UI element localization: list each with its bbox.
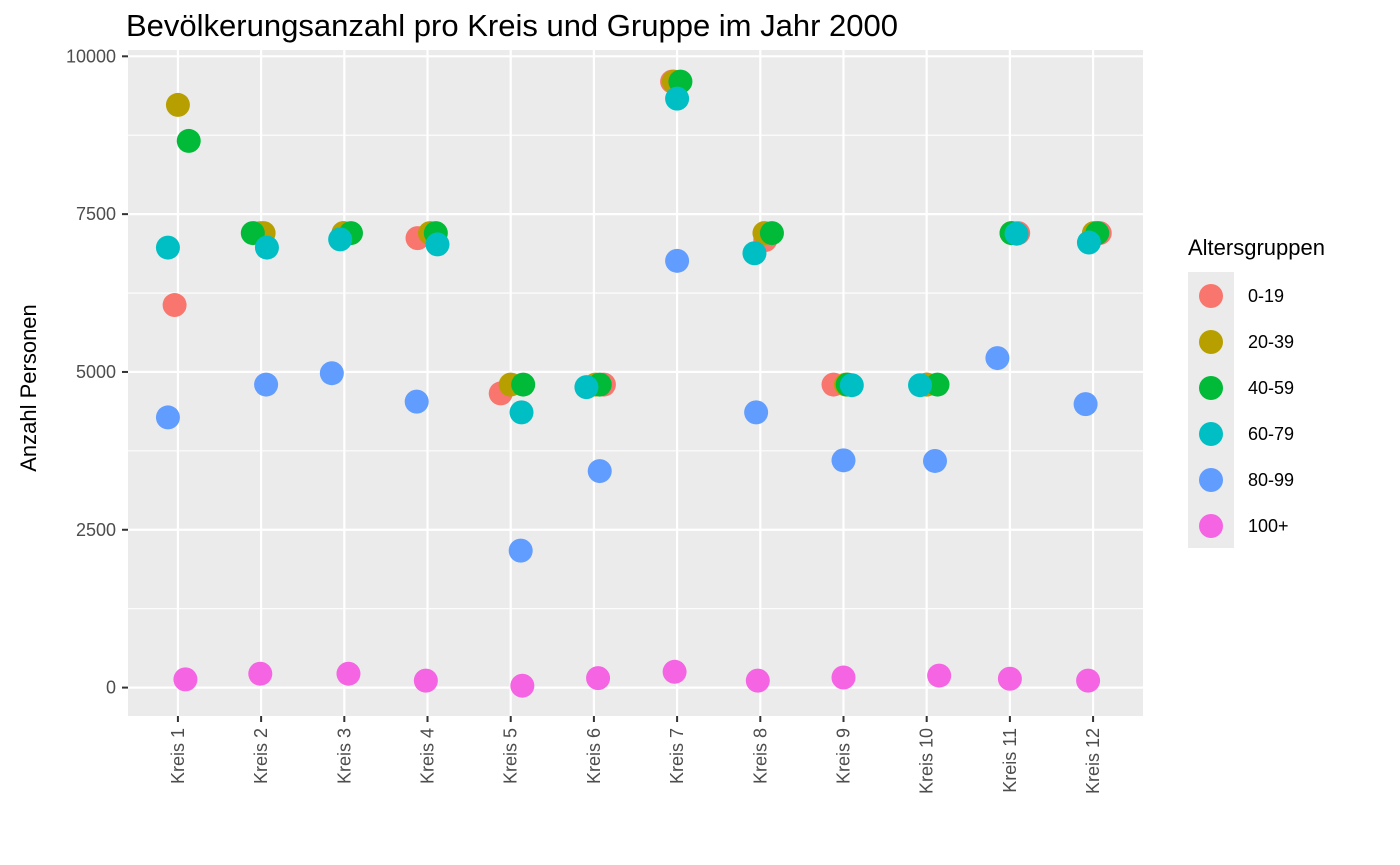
data-point-60-79-kreis-9 <box>839 373 864 398</box>
x-tick-label: Kreis 12 <box>1083 728 1103 794</box>
data-point-60-79-kreis-1 <box>155 235 180 260</box>
legend-label-40-59: 40-59 <box>1248 378 1294 398</box>
data-point-100+-kreis-5 <box>510 673 535 698</box>
x-axis: Kreis 1 Kreis 2 Kreis 3 Kreis 4 Kreis 5 Kreis… <box>168 716 1103 794</box>
legend-title: Altersgruppen <box>1188 235 1325 260</box>
x-tick-label: Kreis 11 <box>1000 728 1020 793</box>
data-point-80-99-kreis-6 <box>587 459 612 484</box>
data-point-20-39-kreis-1 <box>165 92 190 117</box>
data-point-80-99-kreis-5 <box>508 538 533 563</box>
legend-key-0-19 <box>1199 284 1223 308</box>
data-point-60-79-kreis-10 <box>908 373 933 398</box>
chart-title: Bevölkerungsanzahl pro Kreis und Gruppe … <box>126 8 899 43</box>
data-point-100+-kreis-2 <box>248 661 273 686</box>
legend-key-40-59 <box>1199 376 1223 400</box>
x-tick-label: Kreis 10 <box>917 728 937 794</box>
x-tick-label: Kreis 2 <box>251 728 271 784</box>
legend-label-0-19: 0-19 <box>1248 286 1284 306</box>
plot-panel <box>128 50 1143 716</box>
legend-label-80-99: 80-99 <box>1248 470 1294 490</box>
data-point-100+-kreis-11 <box>997 666 1022 691</box>
data-point-80-99-kreis-4 <box>404 389 429 414</box>
y-axis-title: Anzahl Personen <box>16 304 41 472</box>
data-point-60-79-kreis-5 <box>509 400 534 425</box>
x-tick-label: Kreis 1 <box>168 728 188 784</box>
data-point-100+-kreis-12 <box>1076 668 1101 693</box>
x-tick-label: Kreis 9 <box>833 728 853 784</box>
y-axis: 0 2500 5000 7500 10000 <box>66 46 128 698</box>
legend-label-60-79: 60-79 <box>1248 424 1294 444</box>
data-point-100+-kreis-9 <box>831 665 856 690</box>
data-point-80-99-kreis-11 <box>985 346 1010 371</box>
data-point-60-79-kreis-8 <box>742 241 767 266</box>
data-point-80-99-kreis-2 <box>254 372 279 397</box>
legend-key-80-99 <box>1199 468 1223 492</box>
data-point-100+-kreis-4 <box>413 668 438 693</box>
y-tick-label: 0 <box>106 678 116 698</box>
x-tick-label: Kreis 7 <box>667 728 687 784</box>
legend: Altersgruppen 0-19 20-39 40-59 60-79 80-99 10… <box>1188 235 1325 548</box>
data-point-100+-kreis-7 <box>662 659 687 684</box>
data-points <box>155 69 1112 698</box>
legend-label-100+: 100+ <box>1248 516 1289 536</box>
data-point-60-79-kreis-4 <box>425 232 450 257</box>
data-point-40-59-kreis-8 <box>759 221 784 246</box>
data-point-60-79-kreis-6 <box>574 375 599 400</box>
x-tick-label: Kreis 4 <box>418 728 438 784</box>
data-point-80-99-kreis-7 <box>665 248 690 273</box>
data-point-80-99-kreis-10 <box>923 448 948 473</box>
legend-label-20-39: 20-39 <box>1248 332 1294 352</box>
data-point-80-99-kreis-9 <box>831 448 856 473</box>
data-point-100+-kreis-8 <box>745 668 770 693</box>
legend-key-100+ <box>1199 514 1223 538</box>
legend-key-20-39 <box>1199 330 1223 354</box>
data-point-100+-kreis-3 <box>336 661 361 686</box>
y-tick-label: 7500 <box>76 204 116 224</box>
x-tick-label: Kreis 5 <box>501 728 521 784</box>
x-tick-label: Kreis 8 <box>750 728 770 784</box>
data-point-80-99-kreis-8 <box>744 400 769 425</box>
data-point-40-59-kreis-5 <box>511 372 536 397</box>
legend-key-60-79 <box>1199 422 1223 446</box>
data-point-60-79-kreis-12 <box>1076 230 1101 255</box>
data-point-100+-kreis-6 <box>586 666 611 691</box>
y-tick-label: 2500 <box>76 520 116 540</box>
data-point-80-99-kreis-3 <box>319 361 344 386</box>
x-tick-label: Kreis 3 <box>334 728 354 784</box>
data-point-80-99-kreis-12 <box>1073 392 1098 417</box>
data-point-40-59-kreis-1 <box>176 128 201 153</box>
data-point-60-79-kreis-3 <box>328 227 353 252</box>
data-point-0-19-kreis-1 <box>162 293 187 318</box>
data-point-60-79-kreis-7 <box>665 86 690 111</box>
data-point-60-79-kreis-11 <box>1004 221 1029 246</box>
data-point-80-99-kreis-1 <box>155 405 180 430</box>
data-point-100+-kreis-1 <box>173 667 198 692</box>
y-tick-label: 5000 <box>76 362 116 382</box>
data-point-100+-kreis-10 <box>927 663 952 688</box>
x-tick-label: Kreis 6 <box>584 728 604 784</box>
y-tick-label: 10000 <box>66 46 116 66</box>
data-point-60-79-kreis-2 <box>254 235 279 260</box>
data-point-40-59-kreis-10 <box>925 372 950 397</box>
legend-key-background <box>1188 272 1234 548</box>
